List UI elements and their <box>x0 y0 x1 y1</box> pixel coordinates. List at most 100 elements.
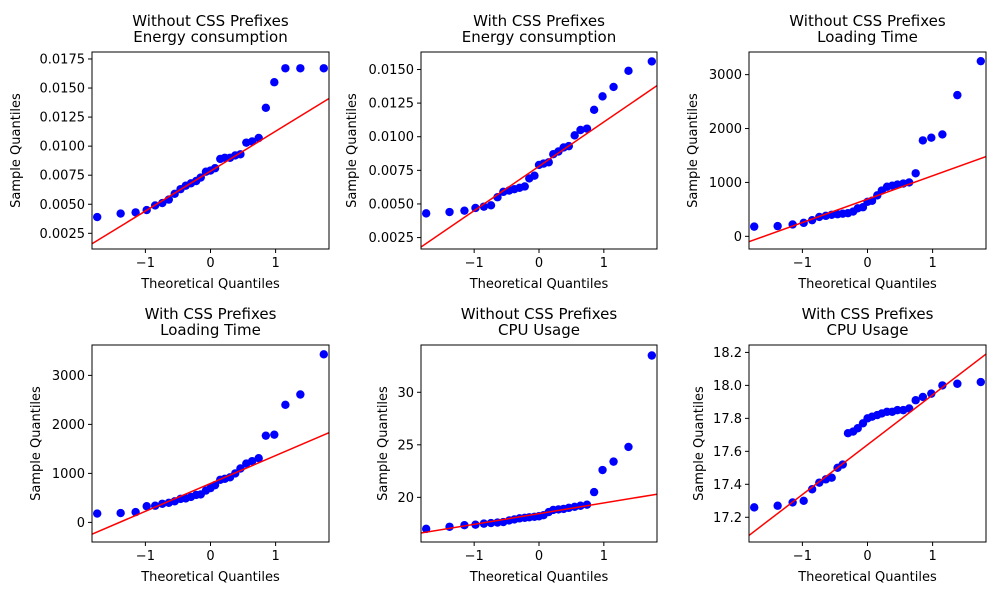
data-point <box>281 400 290 409</box>
data-point <box>598 92 607 101</box>
subplot-title-line-2: CPU Usage <box>498 321 580 339</box>
data-point <box>938 130 947 139</box>
y-tick-label: 0.0125 <box>369 97 415 112</box>
x-tick-label: 0 <box>206 256 214 271</box>
axes-frame <box>748 344 987 543</box>
data-point <box>750 503 759 512</box>
x-axis-label: Theoretical Quantiles <box>140 277 280 292</box>
data-point <box>460 206 469 215</box>
data-point <box>471 203 480 213</box>
data-point <box>953 379 962 388</box>
reference-line <box>749 155 986 243</box>
data-point <box>142 502 151 511</box>
x-tick-label: 1 <box>271 256 279 271</box>
y-tick-label: 0.0100 <box>369 130 415 145</box>
data-point <box>799 496 808 505</box>
y-tick-label: 17.8 <box>713 412 742 427</box>
y-tick-label: 0 <box>734 230 742 245</box>
data-point <box>296 64 305 73</box>
y-tick-label: 0.0125 <box>40 111 86 126</box>
data-point <box>598 465 607 475</box>
x-axis-label: Theoretical Quantiles <box>140 570 280 585</box>
subplot-title-line-2: Energy consumption <box>133 28 287 46</box>
data-point <box>116 508 125 518</box>
data-point <box>270 430 279 439</box>
data-points <box>421 351 657 534</box>
data-point <box>927 389 936 398</box>
subplot-title-line-1: Without CSS Prefixes <box>132 12 289 30</box>
data-point <box>319 64 328 73</box>
data-point <box>773 501 782 510</box>
x-tick-label: −1 <box>465 549 484 564</box>
data-points <box>421 57 657 218</box>
subplot-title-line-2: Loading Time <box>160 321 261 339</box>
data-point <box>976 56 985 66</box>
data-point <box>576 125 585 135</box>
x-axis-label: Theoretical Quantiles <box>797 277 937 292</box>
y-tick-label: 0.0150 <box>369 63 415 78</box>
x-tick-label: 0 <box>535 256 543 271</box>
y-tick-label: 2000 <box>709 122 742 137</box>
data-point <box>582 124 592 133</box>
subplot-title-line-2: Energy consumption <box>462 28 616 46</box>
data-point <box>918 392 928 402</box>
data-point <box>918 136 928 145</box>
data-point <box>589 105 599 115</box>
reference-line <box>92 97 329 245</box>
y-tick-label: 0.0050 <box>40 198 86 213</box>
y-tick-label: 0.0025 <box>369 231 415 246</box>
y-tick-label: 17.6 <box>713 445 742 460</box>
data-point <box>270 78 279 87</box>
y-tick-label: 1000 <box>709 176 742 191</box>
subplot-title-line-1: Without CSS Prefixes <box>461 305 618 323</box>
y-tick-label: 0.0075 <box>369 164 415 179</box>
y-tick-label: 0.0050 <box>369 197 415 212</box>
x-tick-label: 0 <box>863 256 871 271</box>
reference-line <box>92 432 329 535</box>
data-point <box>938 381 947 390</box>
y-axis-label: Sample Quantiles <box>9 93 24 208</box>
data-point <box>827 473 836 482</box>
data-point <box>479 519 489 528</box>
x-tick-label: 1 <box>928 256 936 271</box>
y-axis-label: Sample Quantiles <box>29 386 44 501</box>
data-point <box>953 90 962 100</box>
subplot-title-line-1: Without CSS Prefixes <box>789 12 946 30</box>
data-point <box>445 207 454 217</box>
y-tick-label: 2000 <box>52 418 85 433</box>
x-tick-label: −1 <box>465 256 484 271</box>
x-axis-label: Theoretical Quantiles <box>797 570 937 585</box>
y-tick-label: 17.2 <box>713 511 742 526</box>
y-tick-label: 18.0 <box>713 379 742 394</box>
y-axis-label: Sample Quantiles <box>692 386 707 501</box>
data-point <box>158 198 167 208</box>
axes-frame <box>91 51 330 250</box>
data-points <box>93 350 328 518</box>
y-tick-label: 0.0100 <box>40 140 86 155</box>
data-point <box>807 485 817 494</box>
data-point <box>281 64 290 73</box>
data-point <box>421 209 431 218</box>
data-point <box>131 208 140 217</box>
data-point <box>261 103 271 112</box>
data-point <box>261 431 271 440</box>
reference-line <box>421 84 657 248</box>
subplot-title-line-1: With CSS Prefixes <box>145 305 277 323</box>
data-point <box>520 182 529 191</box>
subplot-title-line-2: Loading Time <box>817 28 918 46</box>
subplot-title-line-2: CPU Usage <box>826 321 908 339</box>
data-point <box>911 396 920 405</box>
data-point <box>319 350 328 359</box>
data-point <box>486 201 496 210</box>
y-tick-label: 20 <box>397 491 414 506</box>
axes-frame <box>420 51 658 250</box>
x-tick-label: 0 <box>535 549 543 564</box>
x-tick-label: 1 <box>600 256 608 271</box>
data-point <box>893 405 902 415</box>
subplot-title-line-1: With CSS Prefixes <box>802 305 934 323</box>
data-point <box>624 442 633 452</box>
